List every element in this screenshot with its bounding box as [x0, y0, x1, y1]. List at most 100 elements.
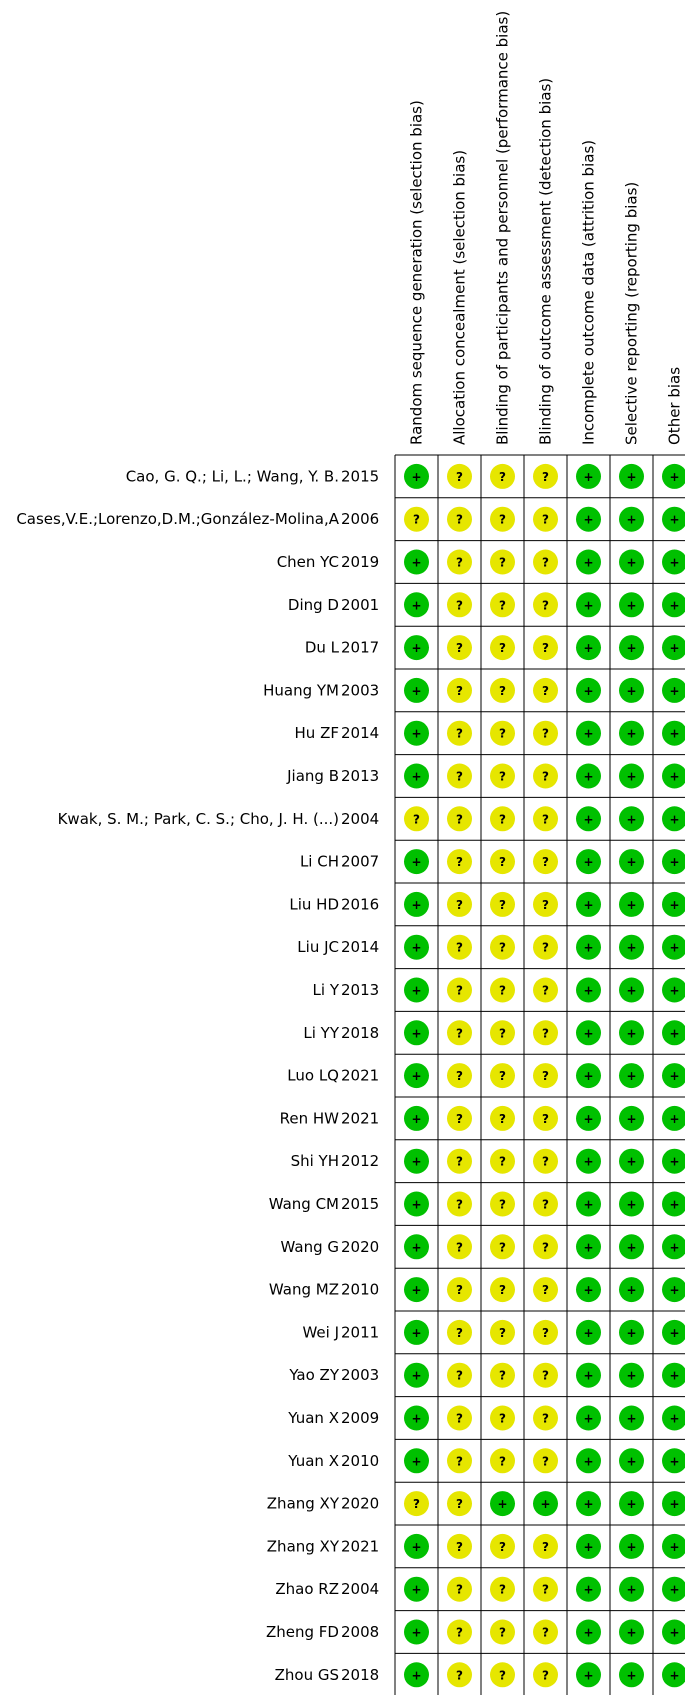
unclear-risk-dot: ? [404, 506, 429, 532]
rating-circle [404, 463, 429, 489]
rating-circle [447, 677, 472, 703]
unclear-risk-dot: ? [447, 891, 472, 917]
study-year: 2013 [341, 981, 379, 999]
rating-circle [404, 1619, 429, 1645]
rating-symbol: ? [499, 1283, 506, 1297]
rating-circle [662, 1619, 685, 1645]
rating-symbol: + [583, 855, 593, 869]
study-year: 2003 [341, 681, 379, 699]
unclear-risk-dot: ? [447, 1448, 472, 1474]
rating-symbol: + [583, 1454, 593, 1468]
column-header: Allocation concealment (selection bias) [451, 150, 469, 445]
rating-symbol: + [411, 1069, 421, 1083]
rating-symbol: + [411, 1198, 421, 1212]
rating-symbol: ? [456, 984, 463, 998]
rating-circle [619, 1063, 644, 1089]
rating-symbol: + [669, 1668, 679, 1682]
rating-circle [447, 506, 472, 532]
rating-circle [576, 1191, 601, 1217]
low-risk-dot: + [662, 1576, 685, 1602]
rating-symbol: + [583, 1497, 593, 1511]
unclear-risk-dot: ? [490, 1533, 515, 1559]
low-risk-dot: + [576, 1362, 601, 1388]
rating-circle [662, 1319, 685, 1345]
study-author: Jiang B [286, 767, 339, 785]
rating-circle [576, 806, 601, 832]
study-year: 2008 [341, 1623, 379, 1641]
rating-circle [662, 1191, 685, 1217]
low-risk-dot: + [576, 1533, 601, 1559]
rating-circle [533, 1533, 558, 1559]
low-risk-dot: + [576, 549, 601, 575]
rating-symbol: + [583, 1540, 593, 1554]
rating-symbol: + [669, 1497, 679, 1511]
unclear-risk-dot: ? [490, 891, 515, 917]
rating-circle [447, 1448, 472, 1474]
rating-symbol: + [626, 1454, 636, 1468]
study-year: 2004 [341, 810, 379, 828]
rating-symbol: ? [456, 898, 463, 912]
rating-symbol: + [626, 855, 636, 869]
rating-symbol: + [626, 556, 636, 570]
rating-circle [490, 934, 515, 960]
rating-circle [404, 1533, 429, 1559]
column-header: Blinding of outcome assessment (detectio… [537, 78, 555, 445]
rating-symbol: ? [542, 641, 549, 655]
rating-symbol: ? [499, 1668, 506, 1682]
rating-circle [662, 549, 685, 575]
study-author: Yao ZY [288, 1366, 340, 1384]
rating-circle [404, 1105, 429, 1131]
rating-circle [619, 549, 644, 575]
low-risk-dot: + [662, 1191, 685, 1217]
low-risk-dot: + [619, 1020, 644, 1046]
rating-circle [619, 635, 644, 661]
rating-symbol: + [626, 641, 636, 655]
rating-symbol: + [583, 1583, 593, 1597]
low-risk-dot: + [619, 1662, 644, 1688]
unclear-risk-dot: ? [533, 463, 558, 489]
low-risk-dot: + [404, 1619, 429, 1645]
study-year: 2006 [341, 510, 379, 528]
study-year: 2004 [341, 1580, 379, 1598]
low-risk-dot: + [576, 592, 601, 618]
low-risk-dot: + [619, 763, 644, 789]
rating-circle [447, 720, 472, 746]
study-year: 2007 [341, 853, 379, 871]
unclear-risk-dot: ? [490, 1277, 515, 1303]
rating-symbol: ? [456, 1326, 463, 1340]
low-risk-dot: + [662, 1662, 685, 1688]
study-author: Zhou GS [275, 1666, 339, 1684]
rating-symbol: + [411, 1112, 421, 1126]
rating-circle [533, 977, 558, 1003]
rating-circle [490, 506, 515, 532]
rating-circle [662, 635, 685, 661]
rating-symbol: ? [456, 855, 463, 869]
rating-symbol: + [669, 855, 679, 869]
rating-symbol: + [626, 1155, 636, 1169]
rating-symbol: + [669, 1283, 679, 1297]
rating-circle [447, 1063, 472, 1089]
rating-symbol: + [626, 1326, 636, 1340]
low-risk-dot: + [619, 1191, 644, 1217]
rating-symbol: + [411, 898, 421, 912]
low-risk-dot: + [619, 463, 644, 489]
low-risk-dot: + [662, 720, 685, 746]
rating-symbol: ? [499, 1155, 506, 1169]
rating-symbol: + [411, 556, 421, 570]
rating-symbol: ? [542, 598, 549, 612]
low-risk-dot: + [576, 1277, 601, 1303]
rating-circle [447, 1020, 472, 1046]
rating-circle [404, 1148, 429, 1174]
rating-symbol: ? [499, 727, 506, 741]
rating-symbol: ? [542, 470, 549, 484]
rating-symbol: + [583, 1069, 593, 1083]
study-author: Liu JC [297, 938, 339, 956]
rating-circle [533, 592, 558, 618]
table-grid [394, 454, 685, 1695]
rating-symbol: + [626, 1412, 636, 1426]
rating-symbol: ? [456, 770, 463, 784]
low-risk-dot: + [662, 891, 685, 917]
rating-symbol: + [583, 641, 593, 655]
rating-symbol: ? [542, 556, 549, 570]
rating-circle [576, 549, 601, 575]
